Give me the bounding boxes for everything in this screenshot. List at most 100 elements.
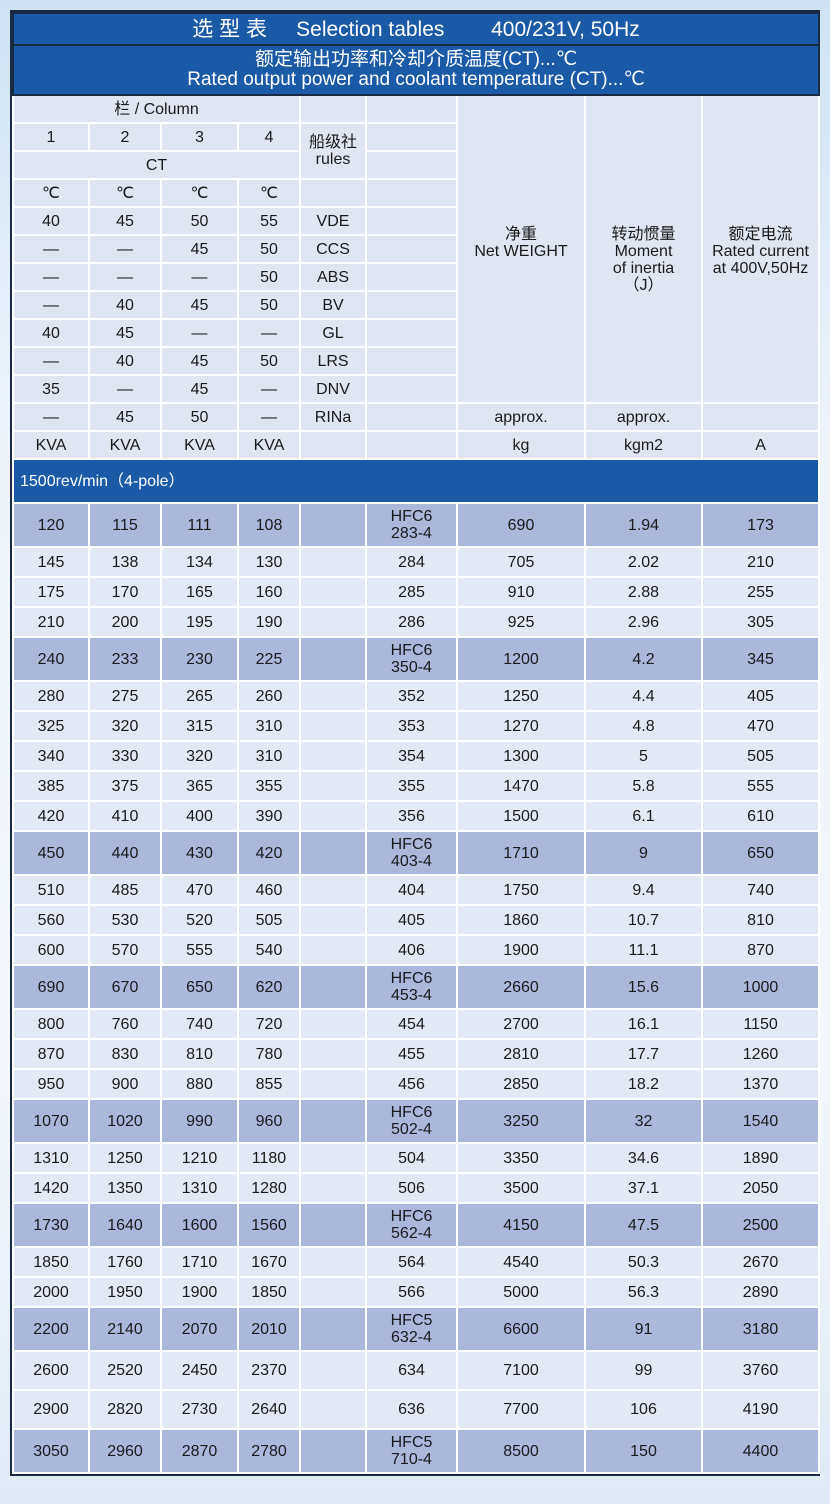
blank-cell [700, 402, 821, 432]
kva-value: 2140 [88, 1306, 162, 1352]
kva-value: 120 [12, 502, 90, 548]
kva-value: 2520 [88, 1350, 162, 1391]
rule-ct-value: 45 [88, 206, 162, 236]
kva-value: 2370 [237, 1350, 301, 1391]
unit-label: kg [456, 430, 586, 460]
rule-ct-value: 50 [237, 346, 301, 376]
table-row: 870 830 810 780 455 2810 17.7 1260 [12, 1038, 821, 1070]
rule-ct-value: — [88, 374, 162, 404]
kva-value: 960 [237, 1098, 301, 1144]
moment-of-inertia: 5 [584, 740, 703, 772]
kva-value: 260 [237, 680, 301, 712]
unit-label: kgm2 [584, 430, 703, 460]
generator-type: 284 [365, 546, 458, 578]
generator-type: HFC5 632-4 [365, 1306, 458, 1352]
rule-ct-value: 45 [88, 402, 162, 432]
kva-value: 1600 [160, 1202, 239, 1248]
generator-type: HFC6 453-4 [365, 964, 458, 1010]
net-weight: 6600 [456, 1306, 586, 1352]
table-row: 1850 1760 1710 1670 564 4540 50.3 2670 [12, 1246, 821, 1278]
column-label: 栏 / Column [12, 94, 301, 124]
rule-ct-value: 45 [160, 374, 239, 404]
table-row: 690 670 650 620 HFC6 453-4 2660 15.6 1000 [12, 964, 821, 1010]
kva-value: 410 [88, 800, 162, 832]
rated-current: 810 [700, 904, 821, 936]
table-row: 2000 1950 1900 1850 566 5000 56.3 2890 [12, 1276, 821, 1308]
table-subtitle: 额定输出功率和冷却介质温度(CT)...℃ Rated output power … [11, 44, 821, 96]
kva-value: 1210 [160, 1142, 239, 1174]
rule-ct-value: 40 [88, 346, 162, 376]
moment-of-inertia: 150 [584, 1428, 703, 1474]
blank-cell [365, 94, 458, 124]
net-weight: 1250 [456, 680, 586, 712]
rules-cell [299, 904, 367, 936]
rule-ct-value: 45 [160, 234, 239, 264]
rated-current: 1260 [700, 1038, 821, 1070]
kva-value: 280 [12, 680, 90, 712]
table-row: 600 570 555 540 406 1900 11.1 870 [12, 934, 821, 966]
kva-value: 760 [88, 1008, 162, 1040]
net-weight: 1270 [456, 710, 586, 742]
kva-value: 520 [160, 904, 239, 936]
rule-ct-value: — [12, 234, 90, 264]
table-row: 1310 1250 1210 1180 504 3350 34.6 1890 [12, 1142, 821, 1174]
moment-of-inertia: 2.02 [584, 546, 703, 578]
kva-value: 420 [12, 800, 90, 832]
kva-value: 740 [160, 1008, 239, 1040]
kva-value: 1760 [88, 1246, 162, 1278]
kva-value: 320 [88, 710, 162, 742]
kva-value: 320 [160, 740, 239, 772]
kva-value: 1180 [237, 1142, 301, 1174]
kva-value: 1560 [237, 1202, 301, 1248]
rule-society: GL [299, 318, 367, 348]
rule-ct-value: — [160, 262, 239, 292]
net-weight: 7100 [456, 1350, 586, 1391]
celsius-unit: ℃ [88, 178, 162, 208]
kva-value: 138 [88, 546, 162, 578]
kva-value: 1850 [237, 1276, 301, 1308]
rules-cell [299, 770, 367, 802]
rule-ct-value: 40 [12, 206, 90, 236]
kva-value: 130 [237, 546, 301, 578]
kva-value: 1310 [12, 1142, 90, 1174]
kva-value: 233 [88, 636, 162, 682]
rule-ct-value: 35 [12, 374, 90, 404]
rule-ct-value: — [88, 234, 162, 264]
kva-value: 165 [160, 576, 239, 608]
subtitle-en: Rated output power and coolant temperatu… [187, 69, 645, 90]
net-weight: 3250 [456, 1098, 586, 1144]
rules-cell [299, 1246, 367, 1278]
moment-of-inertia: 2.96 [584, 606, 703, 638]
kva-value: 2900 [12, 1389, 90, 1430]
kva-value: 310 [237, 740, 301, 772]
kva-value: 330 [88, 740, 162, 772]
rules-cell [299, 1038, 367, 1070]
rule-ct-value: 45 [160, 346, 239, 376]
kva-value: 134 [160, 546, 239, 578]
net-weight: 1200 [456, 636, 586, 682]
rules-cell [299, 576, 367, 608]
kva-value: 1730 [12, 1202, 90, 1248]
generator-type: 566 [365, 1276, 458, 1308]
net-weight: 7700 [456, 1389, 586, 1430]
moment-of-inertia: 50.3 [584, 1246, 703, 1278]
moment-of-inertia: 17.7 [584, 1038, 703, 1070]
moment-of-inertia: 32 [584, 1098, 703, 1144]
generator-type: 404 [365, 874, 458, 906]
kva-value: 830 [88, 1038, 162, 1070]
rated-current: 505 [700, 740, 821, 772]
kva-value: 2820 [88, 1389, 162, 1430]
kva-value: 240 [12, 636, 90, 682]
moment-of-inertia: 106 [584, 1389, 703, 1430]
kva-value: 780 [237, 1038, 301, 1070]
rated-current: 1150 [700, 1008, 821, 1040]
kva-value: 1670 [237, 1246, 301, 1278]
moment-of-inertia: 37.1 [584, 1172, 703, 1204]
rules-cell [299, 1350, 367, 1391]
blank-cell [365, 122, 458, 152]
moment-of-inertia: 5.8 [584, 770, 703, 802]
moment-of-inertia: 34.6 [584, 1142, 703, 1174]
unit-label [299, 430, 367, 460]
rule-ct-value: — [160, 318, 239, 348]
rule-society: RINa [299, 402, 367, 432]
